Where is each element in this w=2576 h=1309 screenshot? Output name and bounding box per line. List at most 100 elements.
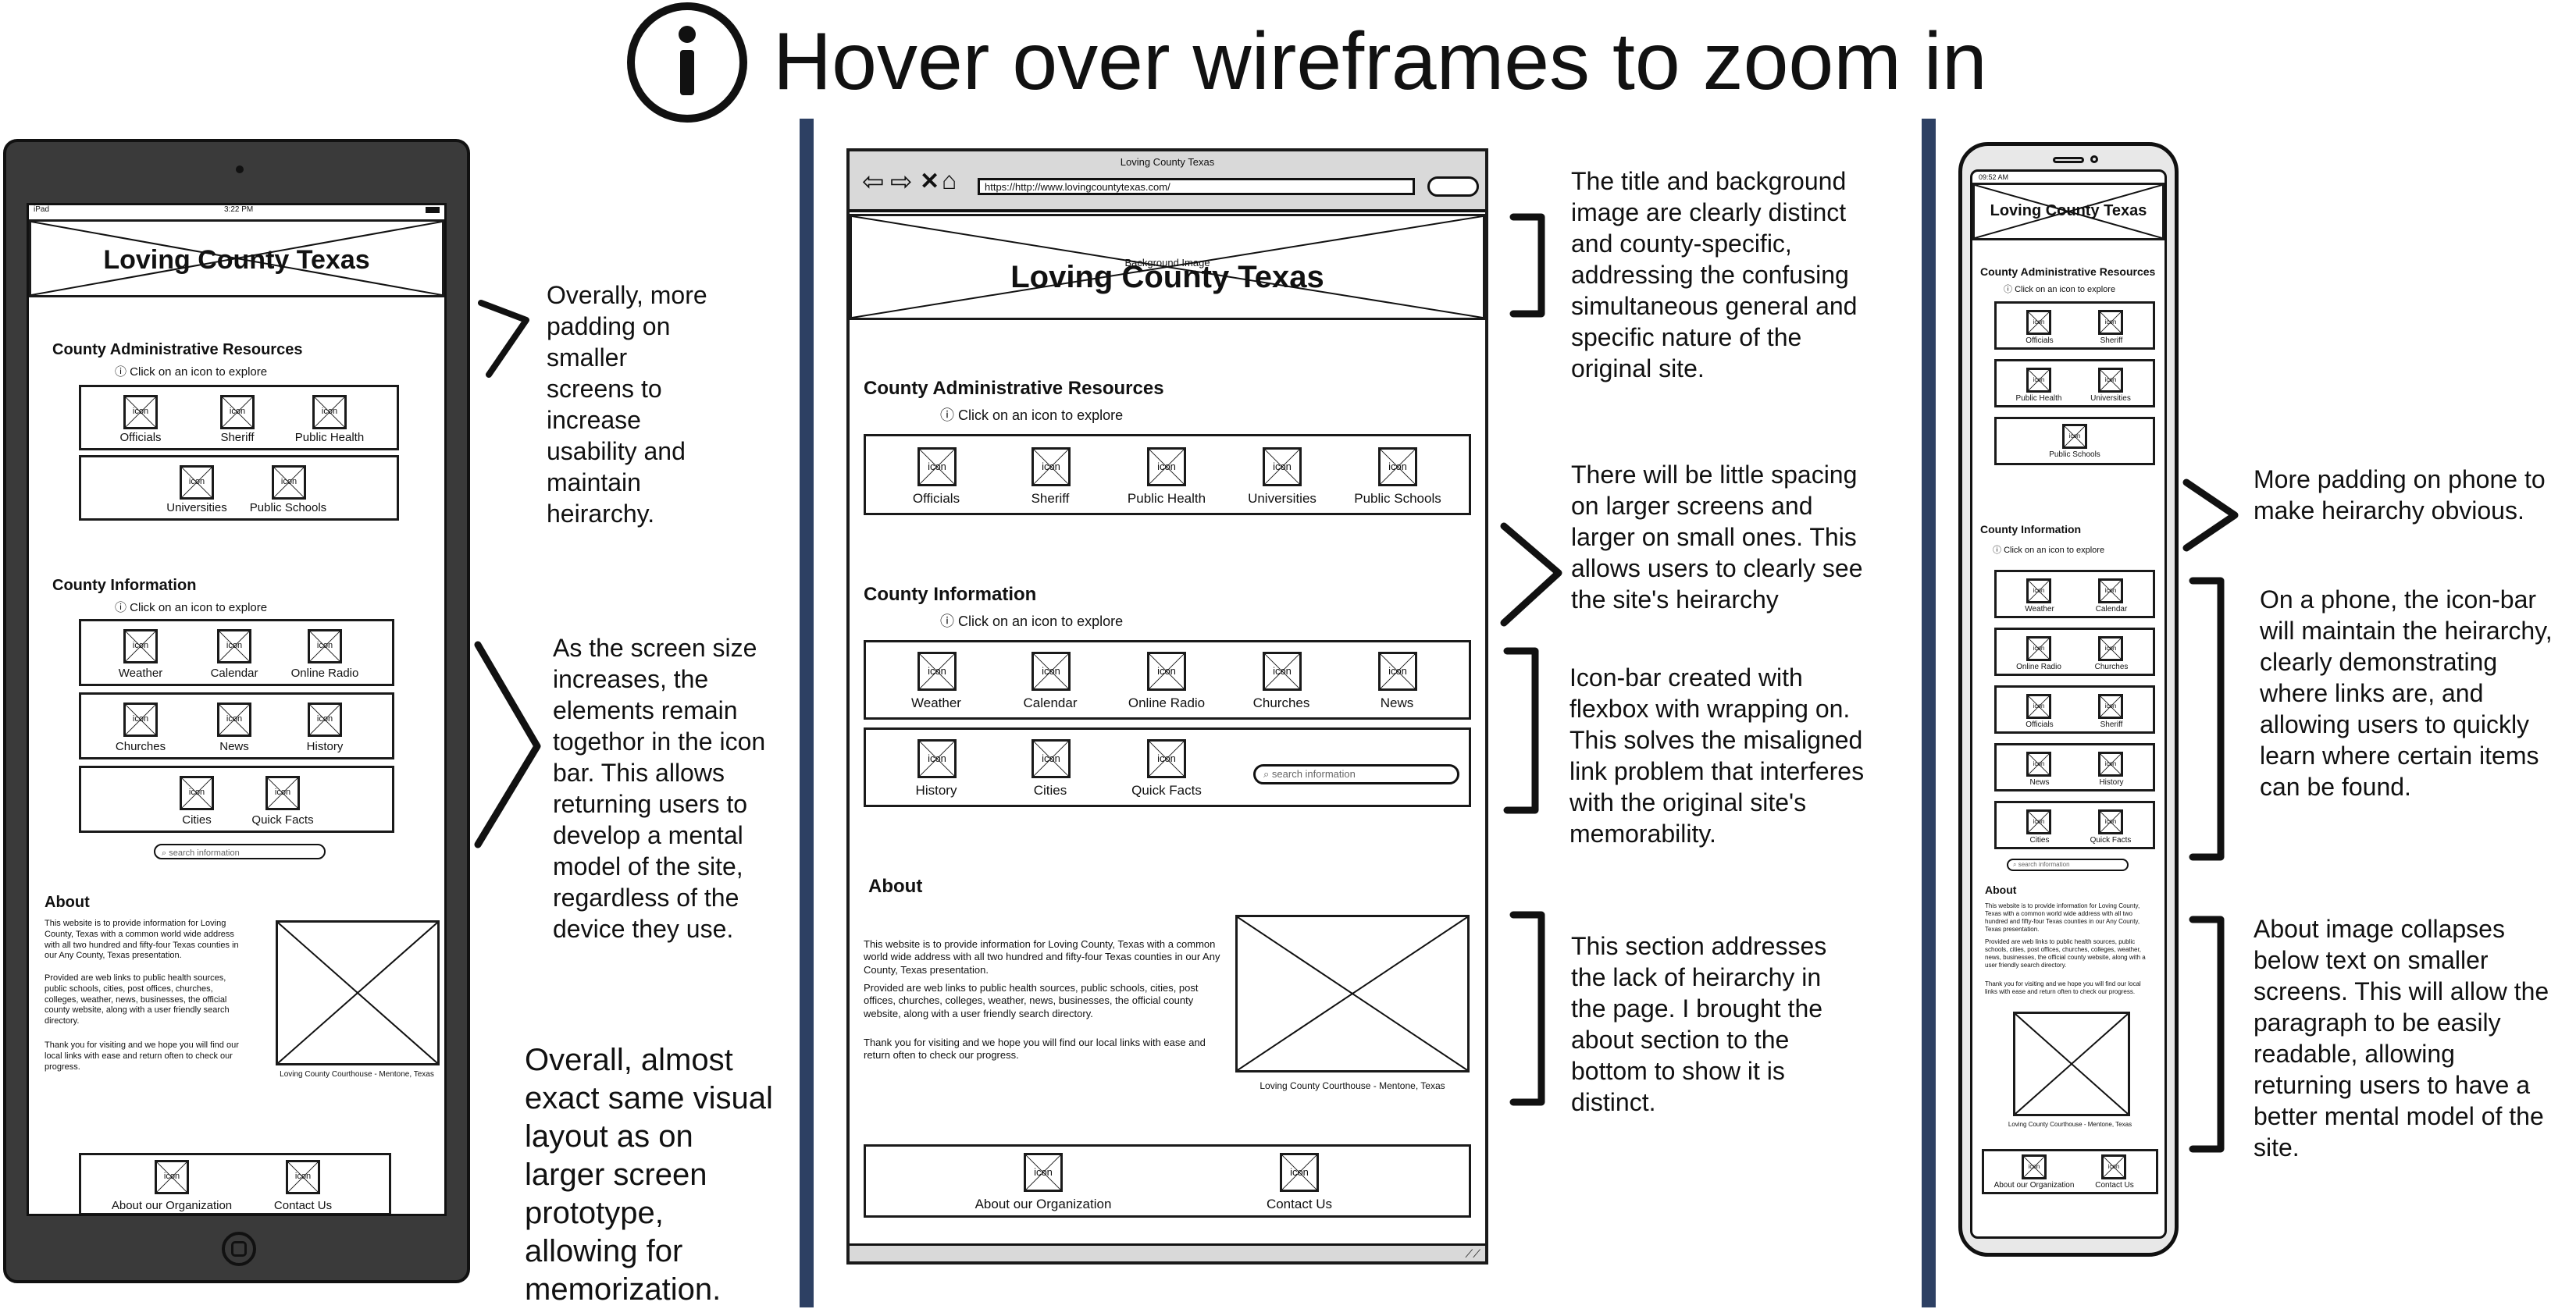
history-icon[interactable]: icon: [917, 739, 957, 778]
close-icon[interactable]: ✕: [920, 169, 940, 194]
search-input[interactable]: ⌕ search information: [2007, 859, 2129, 871]
click-hint: ⓘ Click on an icon to explore: [2004, 285, 2116, 294]
chevron-bracket-tablet-2: [474, 641, 541, 848]
weather-icon[interactable]: icon: [2026, 578, 2051, 603]
officials-icon[interactable]: icon: [917, 447, 957, 486]
info-title: County Information: [1980, 523, 2082, 535]
forward-arrow-icon[interactable]: ⇨: [890, 167, 913, 197]
tablet-info-bar-1: icon Weather icon Calendar icon Online R…: [79, 619, 394, 686]
weather-icon[interactable]: icon: [123, 629, 158, 663]
note-tablet-layout: Overall, almost exact same visual layout…: [525, 1043, 773, 1307]
courthouse-image: [2013, 1012, 2130, 1116]
phone-info-bar-2: icon Online Radio icon Churches: [1994, 628, 2155, 676]
history-icon[interactable]: icon: [2098, 752, 2123, 777]
universities-icon[interactable]: icon: [2098, 368, 2123, 393]
history-icon[interactable]: icon: [308, 703, 342, 737]
site-title: Loving County Texas: [103, 245, 370, 275]
about-paragraph-3: Thank you for visiting and we hope you w…: [864, 1037, 1206, 1062]
header: Hover over wireframes to zoom in: [625, 0, 2030, 125]
phone-info-bar-3: icon Officials icon Sheriff: [1994, 685, 2155, 734]
tablet-admin-bar-1: icon Officials icon Sheriff icon Public …: [79, 385, 399, 450]
sheriff-icon[interactable]: icon: [220, 395, 255, 429]
news-icon[interactable]: icon: [1378, 652, 1417, 691]
url-bar[interactable]: https://http://www.lovingcountytexas.com…: [978, 178, 1415, 195]
about-org-icon[interactable]: icon: [2022, 1154, 2047, 1179]
click-hint-2: ⓘ Click on an icon to explore: [1993, 546, 2105, 555]
resize-grip-icon[interactable]: ⟋⟋: [850, 1243, 1485, 1261]
phone-info-bar-1: icon Weather icon Calendar: [1994, 570, 2155, 618]
phone-admin-bar-1: icon Officials icon Sheriff: [1994, 301, 2155, 350]
cities-icon[interactable]: icon: [2026, 809, 2051, 834]
churches-icon[interactable]: icon: [123, 703, 158, 737]
quick-facts-icon[interactable]: icon: [2098, 809, 2123, 834]
site-title: Loving County Texas: [1990, 202, 2147, 219]
tablet-home-button[interactable]: [222, 1232, 256, 1266]
admin-title: County Administrative Resources: [1980, 265, 2156, 278]
image-caption: Loving County Courthouse - Mentone, Texa…: [280, 1070, 434, 1079]
about-paragraph-3: Thank you for visiting and we hope you w…: [45, 1040, 239, 1072]
churches-icon[interactable]: icon: [1263, 652, 1302, 691]
phone-admin-bar-3: icon Public Schools: [1994, 417, 2155, 465]
about-org-icon[interactable]: icon: [1024, 1153, 1063, 1192]
universities-icon[interactable]: icon: [180, 465, 214, 500]
note-desktop-iconbar: Icon-bar created with flexbox with wrapp…: [1569, 663, 1865, 848]
click-hint: ⓘ Click on an icon to explore: [940, 407, 1124, 423]
officials-icon[interactable]: icon: [123, 395, 158, 429]
cities-icon[interactable]: icon: [1031, 739, 1071, 778]
weather-icon[interactable]: icon: [917, 652, 957, 691]
sheriff-icon-2[interactable]: icon: [2098, 694, 2123, 719]
universities-icon[interactable]: icon: [1263, 447, 1302, 486]
sheriff-icon[interactable]: icon: [1031, 447, 1071, 486]
officials-icon[interactable]: icon: [2026, 310, 2051, 335]
calendar-icon[interactable]: icon: [217, 629, 251, 663]
news-icon[interactable]: icon: [2026, 752, 2051, 777]
divider-right: [1922, 119, 1936, 1307]
quick-facts-icon[interactable]: icon: [265, 776, 300, 810]
about-paragraph-2: Provided are web links to public health …: [45, 973, 230, 1026]
contact-us-icon[interactable]: icon: [1280, 1153, 1319, 1192]
about-title: About: [1985, 884, 2017, 896]
home-icon[interactable]: ⌂: [942, 166, 957, 194]
desktop-browser: Loving County Texas ⇦ ⇨ ✕ ⌂ https://http…: [846, 148, 1488, 1265]
public-health-icon[interactable]: icon: [2026, 368, 2051, 393]
about-org-icon[interactable]: icon: [155, 1160, 189, 1194]
contact-us-icon[interactable]: icon: [2101, 1154, 2126, 1179]
public-schools-icon[interactable]: icon: [2062, 424, 2087, 449]
back-arrow-icon[interactable]: ⇦: [862, 167, 885, 197]
about-paragraph-2: Provided are web links to public health …: [864, 982, 1199, 1019]
calendar-icon[interactable]: icon: [1031, 652, 1071, 691]
site-title: Loving County Texas: [1010, 260, 1324, 294]
phone-status-time: 09:52 AM: [1979, 173, 2009, 181]
online-radio-icon[interactable]: icon: [308, 629, 342, 663]
tablet-admin-bar-2: icon Universities icon Public Schools: [79, 455, 399, 521]
churches-icon[interactable]: icon: [2098, 636, 2123, 661]
chevron-bracket-desktop-spacing: [1500, 522, 1562, 627]
bg-image-label: Background Image: [1124, 257, 1210, 269]
public-schools-icon[interactable]: icon: [272, 465, 306, 500]
tablet-status-bar: iPad 3:22 PM: [29, 205, 444, 216]
cities-icon[interactable]: icon: [180, 776, 214, 810]
sheriff-icon[interactable]: icon: [2098, 310, 2123, 335]
about-paragraph-1: This website is to provide information f…: [1985, 902, 2140, 933]
public-health-icon[interactable]: icon: [1147, 447, 1186, 486]
public-health-icon[interactable]: icon: [312, 395, 347, 429]
online-radio-icon[interactable]: icon: [2026, 636, 2051, 661]
public-schools-icon[interactable]: icon: [1378, 447, 1417, 486]
search-input[interactable]: ⌕ search information: [154, 844, 326, 859]
quick-facts-icon[interactable]: icon: [1147, 739, 1186, 778]
tablet-info-bar-3: icon Cities icon Quick Facts: [79, 766, 394, 833]
contact-us-icon[interactable]: icon: [286, 1160, 320, 1194]
about-paragraph-3: Thank you for visiting and we hope you w…: [1985, 980, 2141, 995]
online-radio-icon[interactable]: icon: [1147, 652, 1186, 691]
officials-icon-2[interactable]: icon: [2026, 694, 2051, 719]
click-hint-2: ⓘ Click on an icon to explore: [940, 614, 1124, 629]
phone-banner: Loving County Texas: [1972, 183, 2164, 240]
browser-chrome: Loving County Texas ⇦ ⇨ ✕ ⌂ https://http…: [850, 151, 1485, 212]
news-icon[interactable]: icon: [217, 703, 251, 737]
calendar-icon[interactable]: icon: [2098, 578, 2123, 603]
click-hint: ⓘ Click on an icon to explore: [115, 365, 268, 379]
bracket-desktop-about: [1509, 911, 1545, 1106]
about-paragraph-2: Provided are web links to public health …: [1985, 938, 2146, 969]
search-input[interactable]: ⌕ search information: [1253, 764, 1459, 784]
browser-search-field[interactable]: [1427, 176, 1479, 197]
